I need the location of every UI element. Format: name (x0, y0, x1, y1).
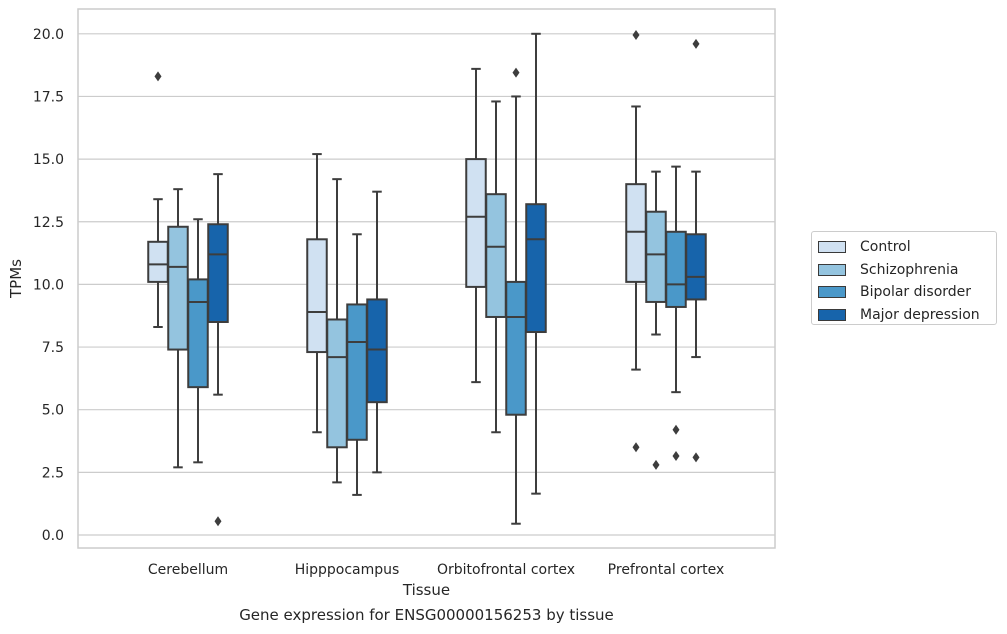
box (326, 318, 348, 449)
outlier-point (672, 424, 680, 435)
legend-swatch (818, 308, 846, 321)
legend-item: Control (818, 236, 996, 259)
legend: Control Schizophrenia Bipolar disorder Majo… (811, 231, 997, 325)
outlier-point (512, 67, 520, 78)
y-tick-label: 2.5 (42, 465, 64, 481)
plot-frame (77, 8, 776, 549)
outlier-point (672, 451, 680, 462)
outlier-point (632, 442, 640, 453)
x-tick-label: Cerebellum (148, 562, 228, 578)
y-axis-label: TPMs (7, 259, 25, 299)
legend-swatch (818, 241, 846, 254)
legend-label: Schizophrenia (860, 261, 959, 278)
legend-label: Control (860, 239, 911, 256)
y-tick-label: 5.0 (42, 403, 64, 419)
box (147, 240, 169, 283)
x-tick-label: Orbitofrontal cortex (437, 562, 575, 578)
box (306, 238, 328, 354)
legend-label: Bipolar disorder (860, 284, 972, 301)
box (207, 223, 229, 323)
legend-swatch (818, 286, 846, 299)
chart-caption: Gene expression for ENSG00000156253 by t… (239, 606, 614, 624)
y-tick-label: 10.0 (33, 277, 64, 293)
y-tick-label: 0.0 (42, 528, 64, 544)
outlier-point (632, 30, 640, 41)
outlier-point (154, 71, 162, 82)
legend-item: Major depression (818, 304, 996, 327)
box (625, 183, 647, 283)
box (366, 298, 388, 404)
x-axis-label: Tissue (402, 581, 450, 599)
box (645, 210, 667, 303)
box (665, 230, 687, 308)
box (346, 303, 368, 441)
box (685, 233, 707, 301)
outlier-point (692, 452, 700, 463)
box (525, 203, 547, 334)
outlier-point (692, 38, 700, 49)
legend-item: Schizophrenia (818, 259, 996, 282)
box (465, 158, 487, 288)
outlier-point (214, 516, 222, 527)
box (167, 225, 189, 351)
y-tick-label: 15.0 (33, 152, 64, 168)
legend-label: Major depression (860, 306, 980, 323)
legend-item: Bipolar disorder (818, 281, 996, 304)
legend-swatch (818, 263, 846, 276)
y-tick-label: 7.5 (42, 340, 64, 356)
y-tick-label: 20.0 (33, 27, 64, 43)
y-tick-label: 12.5 (33, 215, 64, 231)
box (505, 280, 527, 416)
outlier-point (652, 459, 660, 470)
box (485, 193, 507, 318)
y-tick-label: 17.5 (33, 89, 64, 105)
x-tick-label: Prefrontal cortex (608, 562, 725, 578)
box (187, 278, 209, 389)
x-tick-label: Hipppocampus (295, 562, 400, 578)
